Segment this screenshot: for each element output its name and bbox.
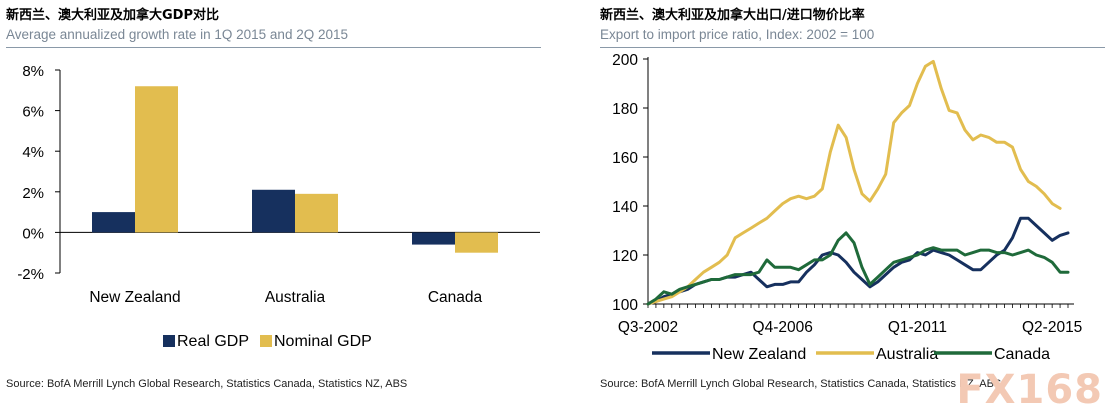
- right-chart-subtitle: Export to import price ratio, Index: 200…: [600, 27, 875, 42]
- left-title-rule: [6, 47, 541, 48]
- right-title-rule: [600, 47, 1105, 48]
- fx168-watermark: FX168: [956, 367, 1103, 413]
- series-line: [646, 216, 1070, 306]
- bar: [92, 212, 135, 233]
- x-category-label: Australia: [265, 289, 326, 306]
- y-tick-label: 4%: [22, 144, 44, 161]
- y-tick-label: 140: [612, 199, 638, 216]
- legend-label: Australia: [876, 346, 938, 363]
- series-line: [646, 59, 1062, 306]
- x-tick-label: Q2-2015: [1022, 319, 1082, 336]
- right-chart-title: 新西兰、澳大利亚及加拿大出口/进口物价比率: [600, 8, 865, 23]
- legend-label: Nominal GDP: [274, 333, 372, 350]
- x-category-label: Canada: [428, 289, 483, 306]
- left-source-note: Source: BofA Merrill Lynch Global Resear…: [6, 378, 408, 390]
- bar: [135, 86, 178, 233]
- x-tick-label: Q4-2006: [753, 319, 813, 336]
- right-source-note: Source: BofA Merrill Lynch Global Resear…: [600, 378, 1002, 390]
- y-tick-label: 200: [612, 52, 638, 69]
- y-tick-label: 180: [612, 101, 638, 118]
- y-tick-label: 0%: [22, 225, 44, 242]
- y-tick-label: 8%: [22, 63, 44, 80]
- bar: [455, 232, 498, 253]
- y-tick-label: 160: [612, 150, 638, 167]
- legend-label: Canada: [994, 346, 1050, 363]
- legend-swatch: [260, 335, 272, 347]
- legend-swatch: [163, 335, 175, 347]
- left-chart-subtitle: Average annualized growth rate in 1Q 201…: [6, 27, 348, 42]
- x-tick-label: Q1-2011: [888, 319, 947, 336]
- y-tick-label: 120: [612, 248, 638, 265]
- series-line: [646, 231, 1070, 306]
- y-tick-label: -2%: [17, 266, 44, 283]
- bar: [252, 189, 295, 233]
- gdp-bar-chart: 8% 6% 4% 2% 0% -2% New Zealand Australia Canada R…: [17, 63, 540, 350]
- y-tick-label: 2%: [22, 185, 44, 202]
- bar: [412, 232, 455, 245]
- x-category-label: New Zealand: [89, 289, 180, 306]
- legend-label: Real GDP: [177, 333, 249, 350]
- y-tick-label: 100: [612, 297, 638, 314]
- legend-label: New Zealand: [712, 346, 806, 363]
- x-tick-label: Q3-2002: [618, 319, 678, 336]
- price-ratio-line-chart: 100 120 140 160 180 200 Q3-2002 Q4-2006 Q1-2011 Q…: [612, 52, 1082, 363]
- y-tick-label: 6%: [22, 104, 44, 121]
- left-chart-title: 新西兰、澳大利亚及加拿大GDP对比: [6, 8, 219, 23]
- bar: [295, 193, 338, 233]
